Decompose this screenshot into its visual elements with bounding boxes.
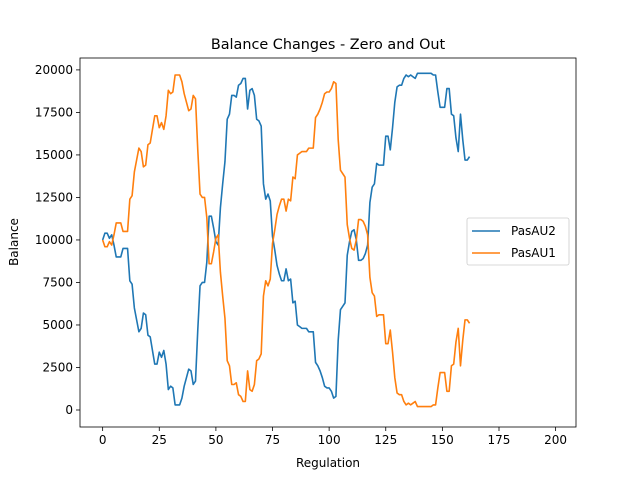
x-tick-label: 100 bbox=[318, 433, 341, 447]
series-line-pasau1 bbox=[101, 74, 471, 408]
x-tick-label: 125 bbox=[374, 433, 397, 447]
y-tick-label: 17500 bbox=[35, 105, 73, 119]
y-tick-label: 2500 bbox=[42, 360, 73, 374]
y-tick-label: 10000 bbox=[35, 233, 73, 247]
y-tick-label: 12500 bbox=[35, 190, 73, 204]
x-tick-label: 150 bbox=[431, 433, 454, 447]
series-layer bbox=[101, 72, 471, 408]
y-tick-label: 15000 bbox=[35, 148, 73, 162]
y-axis-label: Balance bbox=[7, 218, 21, 266]
y-tick-label: 5000 bbox=[42, 318, 73, 332]
x-axis-ticks: 0 25 50 75 100 125 150 175 200 bbox=[99, 427, 567, 447]
x-axis-label: Regulation bbox=[296, 456, 360, 470]
x-tick-label: 25 bbox=[152, 433, 167, 447]
x-tick-label: 175 bbox=[488, 433, 511, 447]
y-axis-ticks: 0 2500 5000 7500 10000 12500 15000 17500 20000 bbox=[35, 63, 80, 417]
series-line-pasau2 bbox=[101, 72, 471, 406]
legend: PasAU2 PasAU1 bbox=[466, 217, 570, 266]
y-tick-label: 20000 bbox=[35, 63, 73, 77]
x-tick-label: 75 bbox=[265, 433, 280, 447]
legend-label-pasau2: PasAU2 bbox=[511, 224, 556, 238]
x-tick-label: 200 bbox=[544, 433, 567, 447]
y-tick-label: 0 bbox=[65, 403, 73, 417]
plot-frame bbox=[79, 57, 577, 428]
legend-label-pasau1: PasAU1 bbox=[511, 246, 556, 260]
x-tick-label: 50 bbox=[208, 433, 223, 447]
x-tick-label: 0 bbox=[99, 433, 107, 447]
y-tick-label: 7500 bbox=[42, 275, 73, 289]
chart-title: Balance Changes - Zero and Out bbox=[211, 37, 446, 53]
